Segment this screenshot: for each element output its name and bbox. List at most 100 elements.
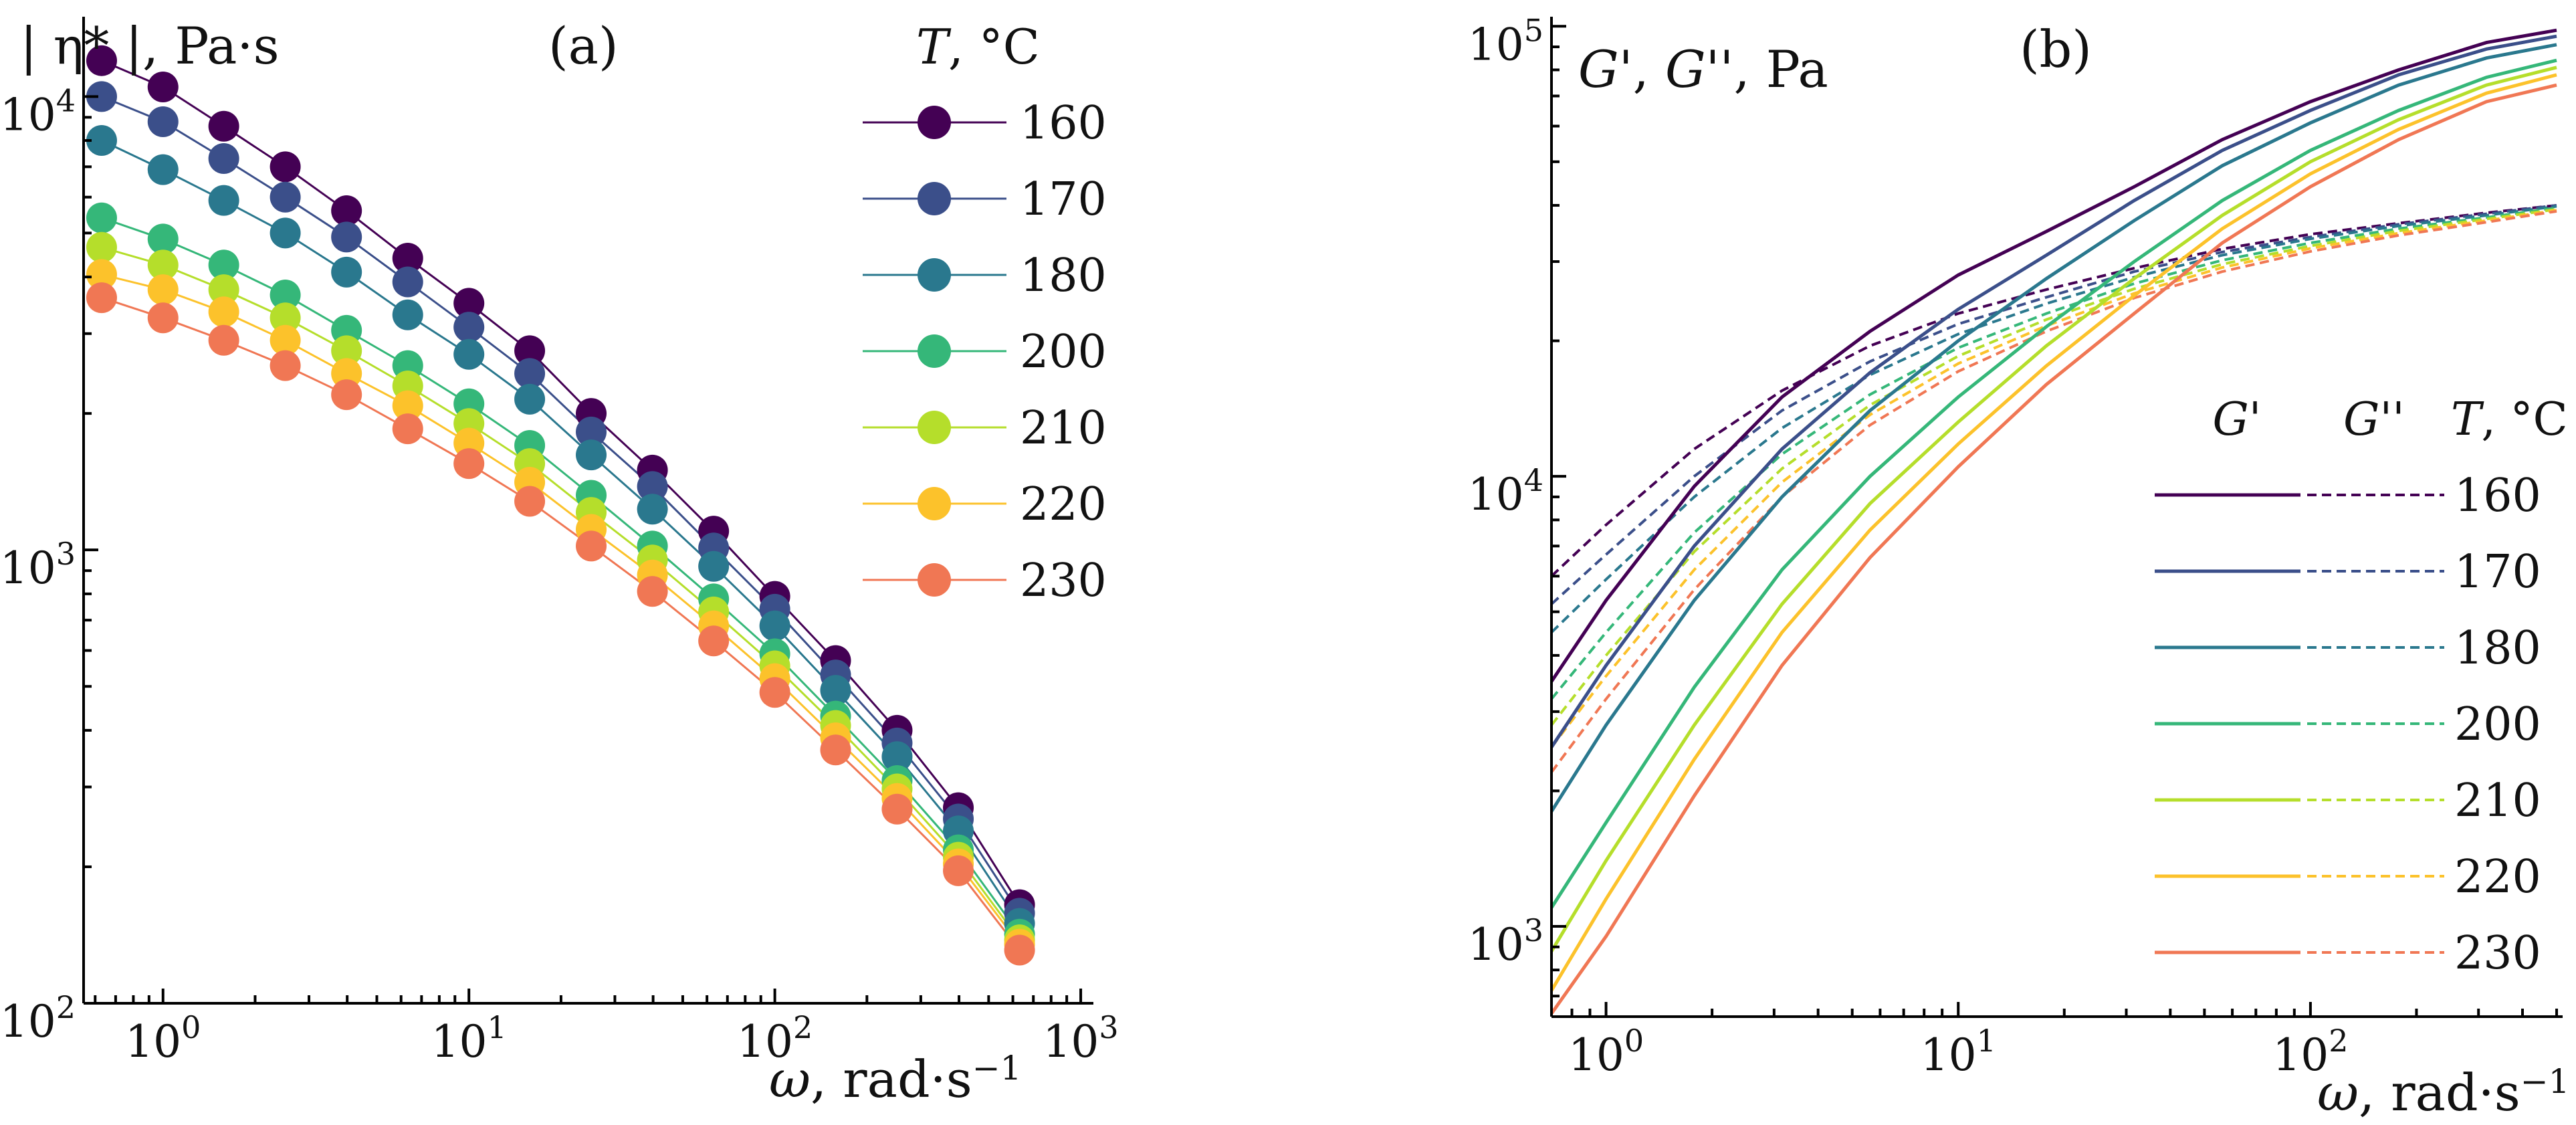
- panel-a-x-unit-exp: −1: [972, 1049, 1022, 1088]
- panel-a-point-170: [514, 358, 546, 389]
- panel-a-point-180: [270, 217, 301, 249]
- panel-a-point-210: [331, 335, 362, 367]
- panel-a-x-tick-label-exp: 1: [488, 1009, 507, 1045]
- panel-a-y-tick-label: 102: [0, 989, 76, 1047]
- panel-a-series-line-160: [101, 60, 1021, 906]
- panel-a-point-210: [208, 274, 239, 306]
- panel-a-series-line-200: [101, 217, 1021, 935]
- panel-a-legend-marker-180: [918, 258, 951, 292]
- panel-b-y-tick-label: 105: [1468, 12, 1543, 70]
- panel-a-point-220: [147, 274, 179, 306]
- panel-a-point-230: [943, 855, 974, 886]
- panel-b-legend-label-160: 160: [2454, 470, 2541, 522]
- panel-b-g-double-prime-line-160: [1550, 204, 2557, 577]
- panel-a-point-220: [392, 390, 423, 421]
- panel-a-point-230: [881, 793, 913, 825]
- panel-b-legend-label-200: 200: [2454, 698, 2541, 751]
- panel-a-y-tick-label: 104: [0, 82, 76, 140]
- panel-a-tag: (a): [548, 16, 619, 76]
- panel-a-point-220: [331, 358, 362, 389]
- panel-a-point-180: [147, 154, 179, 185]
- panel-b-x-tick-label-base: 10: [1568, 1029, 1624, 1081]
- panel-b-y-label: G', G'', Pa: [1578, 39, 1828, 99]
- panel-b-y-tick-label-base: 10: [1468, 19, 1524, 70]
- panel-b-x-tick-label-exp: 1: [1977, 1023, 1996, 1059]
- panel-a-point-160: [147, 71, 179, 102]
- panel-a-point-160: [514, 335, 546, 367]
- panel-b-legend-title: T, °C: [2451, 393, 2568, 446]
- panel-a-point-180: [514, 383, 546, 415]
- panel-a-point-200: [147, 223, 179, 255]
- panel-a-point-180: [392, 299, 423, 330]
- panel-b-legend-title-unit: , °C: [2481, 393, 2567, 446]
- panel-b-g-prime-line-200: [1549, 58, 2557, 909]
- panel-a-point-180: [881, 741, 913, 773]
- panel-a-point-230: [331, 379, 362, 411]
- panel-a-point-200: [270, 280, 301, 311]
- panel-b-g-double-prime-line-210: [1550, 207, 2557, 726]
- panel-a-point-180: [453, 338, 485, 370]
- panel-b-x-tick-label-exp: 2: [2329, 1023, 2348, 1059]
- panel-a-point-170: [637, 471, 668, 502]
- panel-a-point-160: [208, 110, 239, 142]
- panel-a-legend-title-unit: , °C: [948, 19, 1040, 75]
- panel-a-legend-label-180: 180: [1020, 249, 1107, 302]
- panel-a-point-200: [86, 202, 117, 233]
- panel-a-legend-label-230: 230: [1020, 554, 1107, 607]
- panel-a-series-line-230: [101, 296, 1021, 951]
- panel-a-y-tick-label-exp: 2: [56, 989, 76, 1025]
- panel-a-x-tick-label-base: 10: [431, 1016, 488, 1067]
- panel-b-legend-label-170: 170: [2454, 546, 2541, 599]
- panel-a-point-230: [453, 448, 485, 480]
- panel-a-point-230: [208, 324, 239, 356]
- panel-b-x-tick-label-base: 10: [1921, 1029, 1977, 1081]
- panel-b-x-tick-label-base: 10: [2272, 1029, 2329, 1081]
- panel-b-x-label: ω, rad·s−1: [2317, 1062, 2569, 1122]
- panel-a-legend-marker-230: [918, 563, 951, 597]
- panel-b-g-double-prime-line-170: [1550, 204, 2557, 605]
- panel-b-legend-title-symbol: T: [2451, 393, 2484, 446]
- panel-b-g-double-prime-line-180: [1550, 205, 2557, 633]
- panel-b-y-g1: G: [1578, 39, 1619, 99]
- panel-b-tag: (b): [2020, 19, 2092, 79]
- panel-a-point-180: [331, 256, 362, 288]
- panel-a-point-210: [86, 231, 117, 263]
- panel-a-x-tick-label-base: 10: [1043, 1016, 1099, 1067]
- panel-a-point-220: [270, 324, 301, 356]
- panel-a-series-line-210: [101, 246, 1021, 941]
- panel-b-y-tick-label-exp: 3: [1524, 912, 1543, 948]
- panel-a-point-230: [1004, 934, 1035, 966]
- panel-a-point-210: [270, 302, 301, 334]
- panel-b-legend-label-210: 210: [2454, 775, 2541, 827]
- panel-b-y-rest: '', Pa: [1706, 39, 1828, 99]
- panel-a-y-tick-label-base: 10: [0, 542, 56, 594]
- panel-a-y-label: | η* |, Pa·s: [20, 16, 280, 76]
- panel-b-y-tick-label-base: 10: [1468, 469, 1524, 520]
- panel-a-x-label: ω, rad·s−1: [769, 1049, 1021, 1109]
- panel-b-g-prime-line-220: [1549, 73, 2557, 992]
- panel-b-y-tick-label: 104: [1468, 462, 1543, 520]
- panel-a-point-170: [147, 106, 179, 137]
- panel-a-x-symbol: ω: [769, 1049, 811, 1109]
- panel-b-g-prime-lines: [1549, 28, 2557, 1015]
- panel-a-point-230: [698, 625, 730, 657]
- panel-a-point-230: [270, 350, 301, 381]
- panel-b-g-double-prime-lines: [1550, 204, 2557, 773]
- panel-a-legend-label-200: 200: [1020, 326, 1107, 379]
- panel-a-point-210: [147, 249, 179, 281]
- panel-b-x-symbol: ω: [2317, 1063, 2359, 1122]
- panel-a-point-170: [270, 181, 301, 213]
- panel-a-point-170: [392, 266, 423, 298]
- panel-a-point-180: [86, 125, 117, 157]
- panel-a-point-230: [637, 576, 668, 607]
- panel-a-x-tick-label-exp: 3: [1099, 1009, 1118, 1045]
- panel-a-x-tick-label-exp: 2: [793, 1009, 813, 1045]
- panel-a-point-170: [208, 143, 239, 175]
- panel-a-point-170: [453, 312, 485, 343]
- panel-a-markers: [86, 45, 1035, 966]
- panel-a-point-220: [208, 296, 239, 328]
